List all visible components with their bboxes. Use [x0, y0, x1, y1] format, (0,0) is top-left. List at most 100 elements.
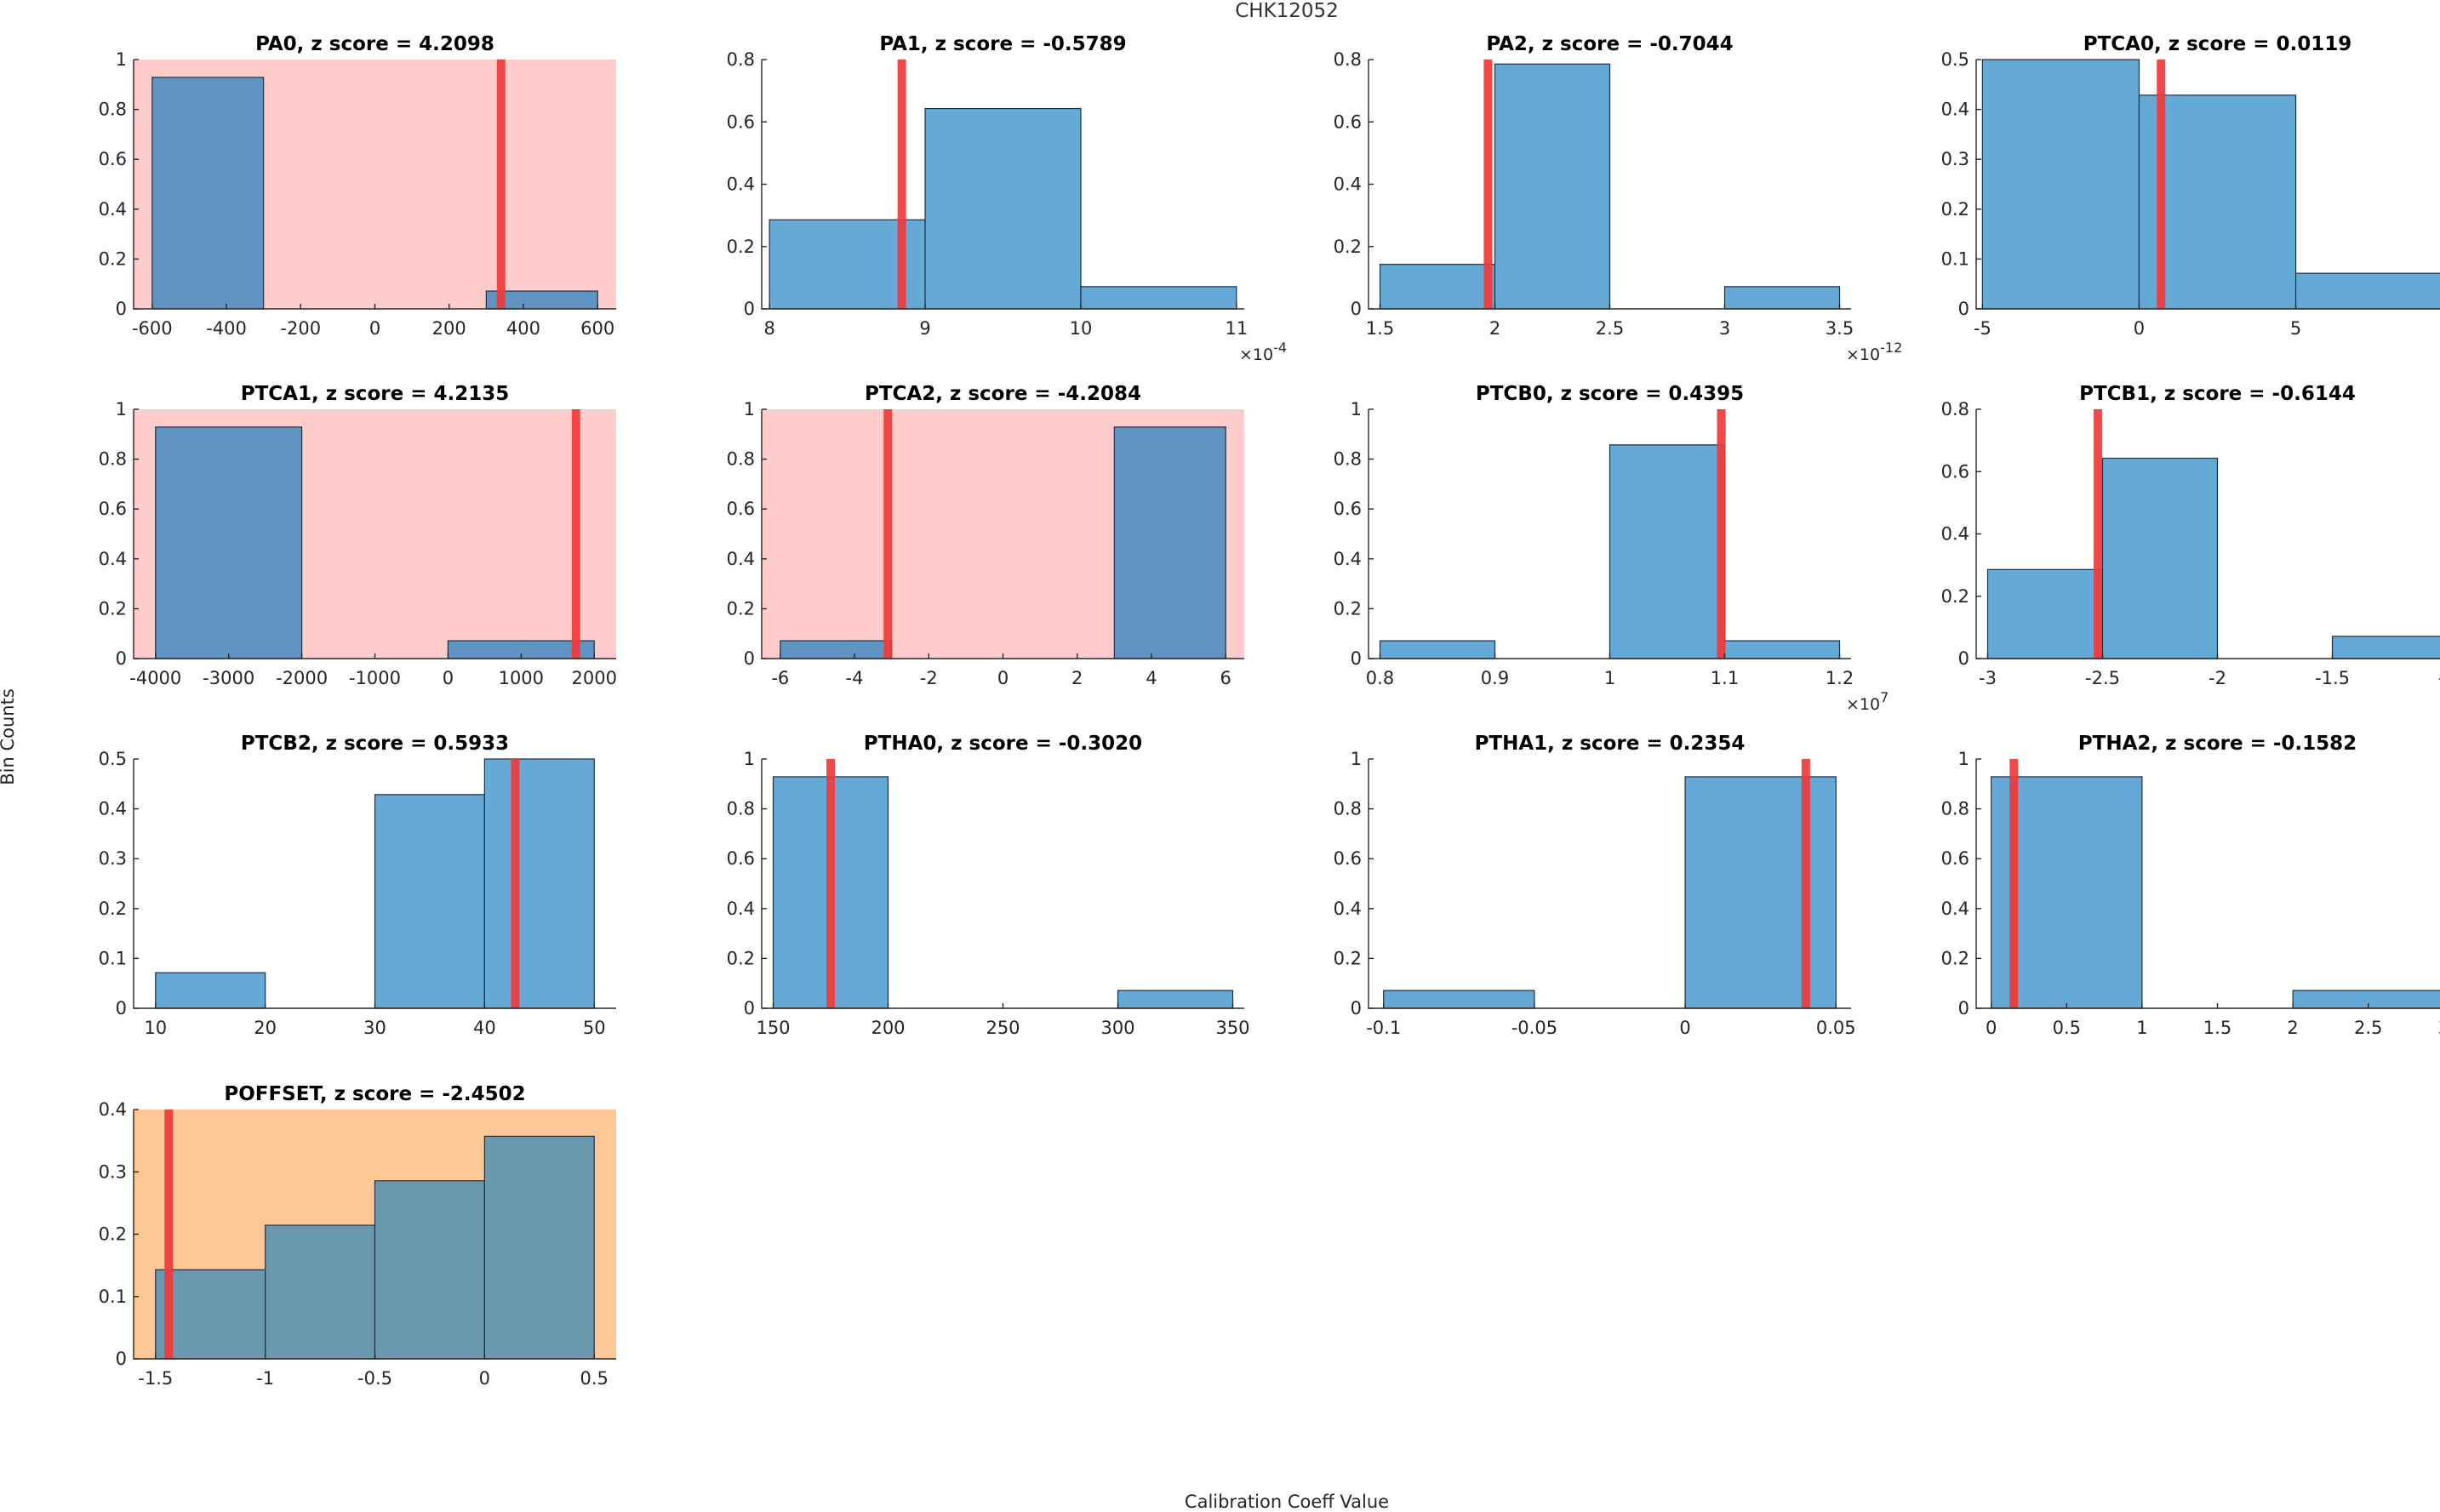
pa0-yticklabel-4: 0.8: [99, 100, 127, 120]
pa2-yticklabel-3: 0.6: [1334, 111, 1362, 132]
pa1-yticklabel-1: 0.2: [727, 237, 755, 257]
ptca0-xticklabel-1: 0: [2134, 318, 2145, 339]
ptha2-yticklabel-3: 0.6: [1941, 848, 1969, 869]
ptha1-yticklabel-4: 0.8: [1334, 799, 1362, 819]
ptca1-bar-0: [155, 426, 303, 659]
ptca1-xticklabel-4: 0: [443, 668, 454, 688]
ptha1-yticklabel-1: 0.2: [1334, 948, 1362, 968]
poffset-bar-2: [374, 1180, 485, 1360]
ptca2-xticklabel-5: 4: [1146, 668, 1157, 688]
ptcb0-yticklabel-2: 0.4: [1334, 549, 1362, 569]
ptcb0-xticklabel-4: 1.2: [1826, 668, 1854, 688]
ptha2-xticklabel-1: 0.5: [2053, 1018, 2081, 1038]
pa0-yticklabel-0: 0: [116, 299, 127, 319]
ptha1-yticklabel-2: 0.4: [1334, 899, 1362, 919]
ptca0-title: PTCA0, z score = 0.0119: [2083, 33, 2351, 55]
pa2-yticklabel-2: 0.4: [1334, 174, 1362, 195]
ptha0-value-marker: [826, 759, 835, 1008]
pa0-xticklabel-4: 200: [432, 318, 466, 339]
ptcb1-bar-0: [1986, 568, 2104, 659]
pa0-yticklabel-1: 0.2: [99, 248, 127, 269]
ptcb0-xticklabel-2: 1: [1604, 668, 1615, 688]
ptca1-yticklabel-4: 0.8: [99, 449, 127, 470]
ptca2-xticklabel-4: 2: [1071, 668, 1083, 688]
ptcb1-xticklabel-0: -3: [1979, 668, 1997, 688]
ptha1-yticklabel-3: 0.6: [1334, 848, 1362, 869]
ptha1-title: PTHA1, z score = 0.2354: [1475, 733, 1746, 755]
poffset-bar-3: [483, 1135, 595, 1360]
poffset-yticklabel-3: 0.3: [99, 1161, 127, 1182]
ptcb2-yticklabel-3: 0.3: [99, 848, 127, 869]
ptha2-xticklabel-6: 3: [2438, 1018, 2440, 1038]
pa0-bar-0: [151, 77, 265, 310]
ptca1-yticklabel-2: 0.4: [99, 549, 127, 569]
pa1-xticklabel-1: 9: [919, 318, 930, 339]
ptca0-xticklabel-2: 5: [2290, 318, 2301, 339]
pa2-bar-0: [1379, 264, 1496, 310]
subplot-ptha0: 0 0.2 0.4 0.6 0.8 1 150 200 250 300 350 PTHA0, z sc…: [727, 733, 1250, 1038]
ptca2-bar-0: [780, 640, 893, 659]
pa1-yticklabel-2: 0.4: [727, 174, 755, 195]
pa1-value-marker: [897, 60, 906, 309]
poffset-xticklabel-4: 0.5: [580, 1368, 609, 1389]
ptca0-value-marker: [2157, 60, 2166, 309]
ptcb2-yticklabel-5: 0.5: [99, 749, 127, 769]
ptca1-xticklabel-5: 1000: [499, 668, 544, 688]
ptcb2-xticklabel-2: 30: [363, 1018, 386, 1038]
ptca0-xticklabel-0: -5: [1974, 318, 1991, 339]
poffset-yticklabel-0: 0: [116, 1349, 127, 1369]
ptca2-title: PTCA2, z score = -4.2084: [865, 383, 1141, 405]
ptca1-yticklabel-1: 0.2: [99, 598, 127, 619]
ptca1-title: PTCA1, z score = 4.2135: [241, 383, 509, 405]
poffset-yticklabel-4: 0.4: [99, 1099, 127, 1120]
poffset-value-marker: [164, 1110, 174, 1359]
ptha2-xticklabel-2: 1: [2136, 1018, 2147, 1038]
ptha1-xticklabel-3: 0.05: [1816, 1018, 1856, 1038]
ptcb2-yticklabel-0: 0: [116, 998, 127, 1018]
subplot-pa2: 0 0.2 0.4 0.6 0.8 1.5 2 2.5 3 3.5×10-12 PA2, z sco…: [1334, 33, 1903, 364]
poffset-xticklabel-0: -1.5: [138, 1368, 173, 1389]
ptcb1-xticklabel-1: -2.5: [2085, 668, 2120, 688]
ptca1-xticklabel-2: -2000: [276, 668, 328, 688]
ptcb2-xticklabel-0: 10: [144, 1018, 167, 1038]
ptha0-bar-1: [1117, 990, 1234, 1009]
subplot-ptca0: 00.10.20.30.40.5-50510×104PTCA0, z score…: [1941, 33, 2440, 339]
ptha1-bar-0: [1383, 990, 1535, 1009]
ptha0-xticklabel-3: 300: [1100, 1018, 1134, 1038]
ptca1-xticklabel-0: -4000: [129, 668, 181, 688]
pa1-title: PA1, z score = -0.5789: [879, 33, 1126, 55]
subplot-ptcb1: 00.20.40.60.8-3-2.5-2-1.5-1×104PTCB1, z …: [1941, 383, 2440, 688]
ptcb2-value-marker: [511, 759, 520, 1008]
ptha2-yticklabel-2: 0.4: [1941, 899, 1969, 919]
ptha2-xticklabel-5: 2.5: [2354, 1018, 2382, 1038]
ptha0-title: PTHA0, z score = -0.3020: [864, 733, 1142, 755]
ptca0-yticklabel-0: 0: [1958, 299, 1969, 319]
pa1-bar-1: [924, 107, 1082, 310]
ptca0-yticklabel-4: 0.4: [1941, 100, 1969, 120]
poffset-xticklabel-1: -1: [256, 1368, 274, 1389]
ptha2-xticklabel-3: 1.5: [2203, 1018, 2231, 1038]
ptcb0-yticklabel-5: 1: [1351, 399, 1362, 419]
ptcb1-xticklabel-2: -2: [2209, 668, 2226, 688]
ptcb2-yticklabel-1: 0.1: [99, 948, 127, 968]
ptcb0-yticklabel-4: 0.8: [1334, 449, 1362, 470]
pa1-xticklabel-0: 8: [763, 318, 774, 339]
pa0-yticklabel-3: 0.6: [99, 149, 127, 169]
ptha1-xticklabel-0: -0.1: [1366, 1018, 1401, 1038]
ptha1-value-marker: [1801, 759, 1810, 1008]
pa2-yticklabel-4: 0.8: [1334, 49, 1362, 70]
ptha2-yticklabel-5: 1: [1958, 749, 1969, 769]
ptcb2-bar-2: [483, 758, 595, 1009]
pa1-yticklabel-3: 0.6: [727, 111, 755, 132]
pa0-xticklabel-5: 400: [506, 318, 540, 339]
ptha1-yticklabel-0: 0: [1351, 998, 1362, 1018]
ptcb0-yticklabel-0: 0: [1351, 648, 1362, 669]
ptha2-title: PTHA2, z score = -0.1582: [2078, 733, 2357, 755]
poffset-bar-1: [265, 1224, 376, 1360]
ptca2-xticklabel-0: -6: [771, 668, 789, 688]
pa0-title: PA0, z score = 4.2098: [255, 33, 494, 55]
pa0-xticklabel-6: 600: [580, 318, 614, 339]
ptcb0-yticklabel-1: 0.2: [1334, 598, 1362, 619]
pa0-xticklabel-1: -400: [206, 318, 247, 339]
pa2-value-marker: [1483, 60, 1493, 309]
